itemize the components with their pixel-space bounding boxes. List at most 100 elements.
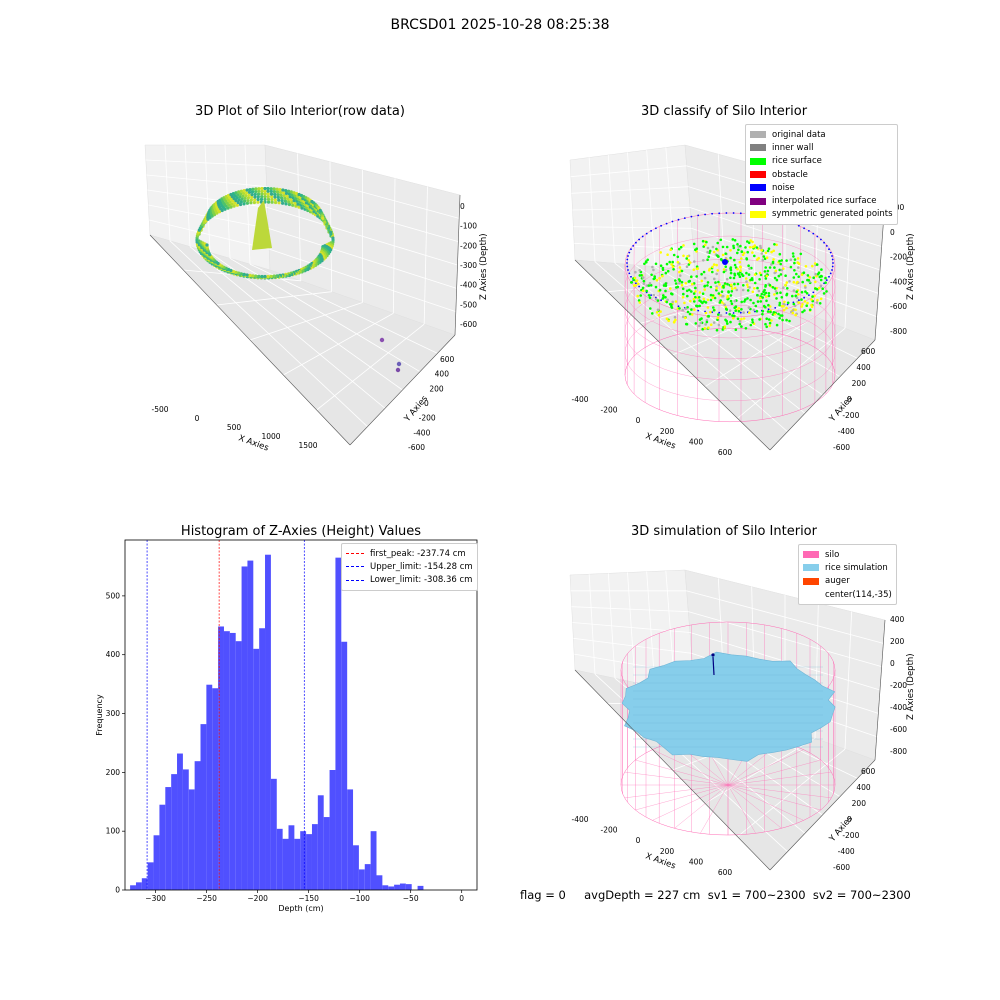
cls-x-tick-label: 200 (660, 427, 675, 436)
histogram-bar (259, 628, 266, 890)
histogram-bar (241, 566, 248, 890)
surface-point (712, 321, 716, 324)
surface-point (768, 283, 772, 287)
surface-point (702, 270, 706, 274)
surface-point (690, 282, 694, 286)
noise-point (774, 307, 777, 309)
noise-point (725, 212, 728, 214)
surface-point (678, 266, 682, 269)
surface-point (646, 258, 649, 262)
histogram-bar (130, 885, 136, 890)
surface-point (681, 308, 684, 312)
raw-point (273, 192, 277, 196)
surface-point (736, 282, 740, 286)
noise-point (632, 245, 635, 247)
surface-point (714, 281, 717, 284)
surface-point (654, 285, 658, 289)
histogram-legend-item: first_peak: -237.74 cm (346, 547, 473, 560)
surface-point (661, 274, 664, 278)
surface-point (753, 273, 757, 276)
surface-point (720, 301, 724, 304)
surface-point (740, 250, 744, 253)
surface-point (702, 297, 706, 301)
surface-point (770, 263, 773, 266)
surface-point (633, 284, 636, 287)
raw-point (270, 195, 274, 199)
surface-point (690, 313, 694, 316)
silo-floor-wire (700, 784, 729, 834)
surface-point (684, 316, 687, 320)
raw-point (323, 220, 327, 224)
raw-point (254, 190, 258, 194)
sim-z-tick-label: 200 (890, 637, 905, 646)
surface-point (748, 311, 751, 314)
surface-point (711, 265, 714, 269)
raw-point (256, 192, 261, 196)
surface-point (654, 262, 658, 266)
surface-point (817, 286, 821, 290)
raw-point (253, 195, 257, 199)
surface-point (793, 261, 796, 265)
surface-point (645, 284, 649, 287)
noise-point (677, 218, 680, 221)
surface-point (670, 263, 673, 266)
surface-point (742, 317, 746, 320)
classify-legend-item: obstacle (750, 168, 893, 181)
legend-label: Lower_limit: -308.36 cm (370, 575, 473, 586)
surface-point (736, 251, 739, 255)
surface-point (723, 325, 727, 328)
raw-point (247, 193, 251, 197)
noise-point (803, 227, 805, 230)
surface-point (681, 287, 685, 291)
surface-point (775, 278, 779, 282)
surface-point (820, 268, 823, 271)
surface-point (734, 309, 737, 312)
surface-point (782, 304, 785, 308)
surface-point (694, 286, 697, 290)
raw-point (238, 195, 242, 199)
surface-point (666, 298, 669, 302)
raw-point (234, 191, 238, 195)
raw-point (266, 189, 270, 193)
surface-point (674, 279, 677, 282)
surface-point (751, 251, 754, 254)
surface-point (765, 325, 768, 329)
surface-point (805, 304, 808, 307)
raw-y-tick-label: -400 (413, 428, 430, 437)
surface-point (638, 274, 642, 277)
legend-line (346, 579, 364, 581)
surface-point (670, 306, 674, 309)
surface-point (700, 279, 704, 283)
legend-swatch (803, 564, 819, 572)
simulation-legend-item: silo (803, 548, 892, 561)
surface-point (765, 317, 768, 320)
surface-point (718, 283, 721, 286)
histogram-bar (253, 648, 260, 890)
surface-point (775, 243, 778, 247)
noise-point (825, 245, 828, 247)
surface-point (639, 294, 642, 297)
legend-label: obstacle (772, 169, 808, 180)
surface-point (707, 269, 711, 272)
surface-point (764, 305, 767, 309)
surface-point (759, 300, 763, 303)
surface-point (756, 286, 759, 290)
histogram-y-tick-label: 0 (115, 886, 120, 895)
surface-point (671, 300, 674, 304)
surface-point (779, 273, 783, 276)
axis-line (149, 234, 351, 446)
raw-y-tick-label: -600 (408, 443, 425, 452)
surface-point (773, 266, 776, 269)
surface-point (789, 258, 793, 261)
surface-point (745, 271, 748, 275)
noise-point (798, 299, 800, 302)
surface-point (644, 260, 648, 263)
raw-point (284, 189, 288, 193)
cls-y-tick-label: -600 (833, 443, 850, 452)
surface-point (756, 293, 759, 297)
surface-point (692, 282, 696, 285)
surface-point (715, 247, 718, 251)
raw-point (290, 200, 294, 205)
surface-point (634, 270, 637, 274)
surface-point (704, 301, 708, 304)
